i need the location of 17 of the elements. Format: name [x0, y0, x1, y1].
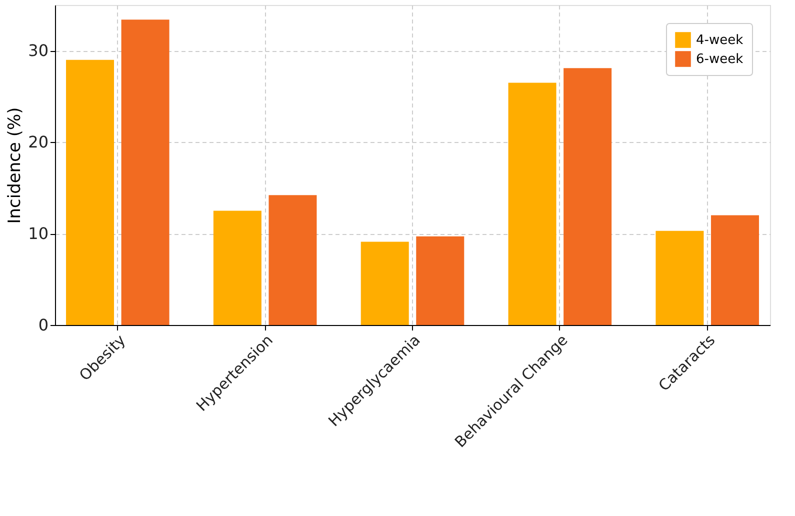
bar [710, 215, 759, 325]
bar [416, 236, 464, 325]
y-tick-label: 20 [28, 132, 48, 152]
y-tick-label: 0 [38, 316, 48, 334]
legend-label: 6-week [696, 52, 744, 67]
legend-label: 4-week [696, 33, 744, 48]
bar [508, 82, 556, 325]
y-tick-label: 30 [28, 41, 48, 60]
bar [268, 195, 317, 325]
bar [656, 230, 704, 325]
bar [66, 60, 114, 325]
bar [213, 210, 262, 325]
bar [360, 242, 409, 325]
y-axis-title: Incidence (%) [5, 107, 26, 224]
bar [564, 68, 612, 325]
bar [121, 20, 170, 325]
y-tick-label: 10 [28, 224, 48, 244]
